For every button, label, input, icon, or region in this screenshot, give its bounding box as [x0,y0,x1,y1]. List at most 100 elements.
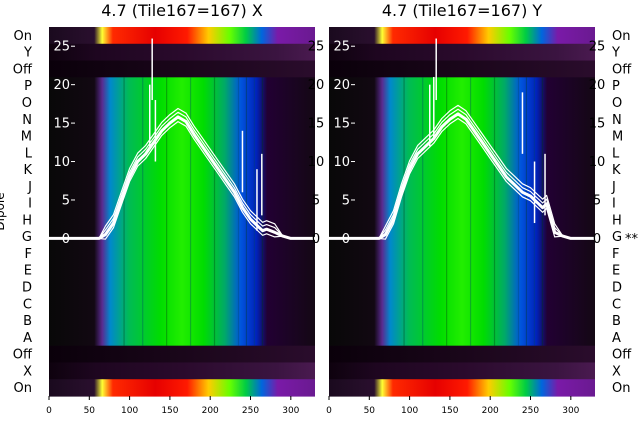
heatmap-row-y-1 [49,43,315,62]
heatmap-striation [123,77,125,346]
dipole-label-right-16: C [612,297,621,312]
heatmap-row-on-0 [49,27,315,45]
heatmap-row-j-9 [49,177,315,196]
heatmap-row-d-15 [49,278,315,296]
dipole-label-right-14: E [612,264,620,279]
heatmap-row-g-12 [49,228,315,246]
dipole-label-right-8: K [612,163,621,178]
xtick-label: 150 [441,406,458,416]
heatmap-row-off-19 [329,345,595,364]
dipole-label-left-13: F [25,247,32,262]
heatmap-row-h-11 [49,211,315,229]
dipole-label-right-11: H [612,213,622,228]
overlay-ytick-label-right: 5 [593,193,601,208]
dipole-label-left-18: A [23,331,32,346]
xtick-label: 250 [522,406,539,416]
dipole-label-left-1: Y [23,46,32,61]
overlay-ytick-label: 10 [53,155,70,170]
heatmap-striation [253,77,256,346]
xtick-label: 200 [482,406,499,416]
overlay-ytick-label-right: 20 [308,78,325,93]
heatmap-striation [189,77,192,346]
heatmap-row-j-9 [329,177,595,196]
dipole-label-left-2: Off [13,62,33,77]
heatmap-row-x-20 [329,362,595,380]
dipole-label-right-0: On [612,29,630,44]
dipole-label-right-13: F [612,247,619,262]
dipole-label-left-11: H [22,213,32,228]
overlay-ytick-label: 0 [62,232,70,247]
panel-title: 4.7 (Tile167=167) X [101,1,263,20]
dipole-label-left-20: X [23,364,32,379]
overlay-curve-trace [49,111,315,239]
heatmap-row-on-0 [329,27,595,45]
xtick-label: 150 [161,406,178,416]
dipole-label-left-14: E [24,264,32,279]
overlay-ytick-label: 0 [342,232,350,247]
heatmap-row-p-3 [49,77,315,95]
dipole-label-right-1: Y [611,46,620,61]
xtick-label: 50 [364,406,376,416]
heatmap-row-e-14 [329,261,595,280]
dipole-label-left-7: L [25,146,33,161]
heatmap-striation [142,77,144,346]
overlay-ytick-label: 25 [53,40,70,55]
heatmap-row-l-7 [329,144,595,162]
heatmap-striation [517,77,520,346]
xtick-label: 100 [401,406,418,416]
dipole-label-left-17: B [23,314,32,329]
dipole-label-left-0: On [14,29,32,44]
heatmap-row-i-10 [49,194,315,213]
overlay-curve-trace [49,107,315,239]
dipole-label-right-18: A [612,331,621,346]
dipole-label-right-3: P [612,79,620,94]
heatmap-row-x-20 [49,362,315,380]
dipole-label-right-21: On [612,381,630,396]
heatmap-row-o-4 [49,94,315,112]
dipole-label-right-5: N [612,113,622,128]
heatmap-row-off-2 [49,60,315,78]
heatmap-row-k-8 [49,161,315,179]
heatmap-striation [166,77,168,346]
heatmap-striation [525,77,528,346]
dipole-label-left-16: C [23,297,32,312]
heatmap-striation [237,77,240,346]
overlay-curve-trace [49,115,315,240]
heatmap-row-h-11 [329,211,595,229]
overlay-ytick-label-right: 10 [308,155,325,170]
heatmap-striation [422,77,424,346]
flagged-marker: ** [625,232,639,247]
heatmap-row-d-15 [329,278,595,296]
heatmap-row-g-12 [329,228,595,246]
heatmap-row-k-8 [329,161,595,179]
heatmap-row-o-4 [329,94,595,112]
overlay-ytick-label: 5 [342,193,350,208]
overlay-ytick-label: 15 [53,117,70,132]
xtick-label: 300 [562,406,579,416]
overlay-curve-trace [329,108,595,239]
dipole-label-right-9: J [611,180,616,195]
dipole-label-left-19: Off [13,348,33,363]
overlay-ytick-label-right: 25 [308,40,325,55]
heatmap-row-a-18 [329,328,595,347]
overlay-curve-trace [329,112,595,240]
heatmap-row-n-5 [329,110,595,129]
overlay-ytick-label: 20 [333,78,350,93]
dipole-label-right-4: O [612,96,622,111]
dipole-label-left-15: D [22,280,32,295]
dipole-label-left-4: O [22,96,32,111]
dipole-label-left-12: G [22,230,32,245]
dipole-label-right-15: D [612,280,622,295]
overlay-ytick-label-right: 0 [593,232,601,247]
heatmap-row-on-21 [329,379,595,397]
overlay-ytick-label-right: 20 [589,78,606,93]
dipole-label-left-3: P [24,79,32,94]
dipole-label-right-6: M [612,130,623,145]
y-axis-label: Dipole [0,192,7,230]
heatmap-row-b-17 [329,312,595,330]
heatmap-row-m-6 [49,127,315,146]
overlay-curve-trace [329,104,595,239]
